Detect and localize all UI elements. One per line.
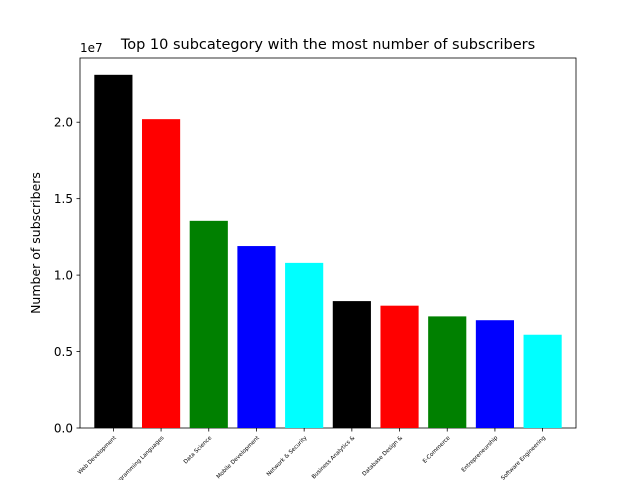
y-tick-label: 2.0 bbox=[54, 116, 73, 130]
x-tick-label: Mobile Development bbox=[216, 435, 262, 480]
y-axis-label: Number of subscribers bbox=[28, 172, 43, 314]
bar-7 bbox=[428, 316, 467, 428]
bar-6 bbox=[380, 305, 419, 428]
plot-area bbox=[79, 57, 577, 429]
x-tick-label: E-Commerce bbox=[422, 435, 452, 465]
y-axis-offset-label: 1e7 bbox=[80, 41, 103, 55]
y-tick-label: 0.5 bbox=[54, 345, 73, 359]
y-tick-label: 1.0 bbox=[54, 268, 73, 282]
x-tick-label: Network & Security bbox=[266, 435, 309, 478]
y-tick-label: 0.0 bbox=[54, 421, 73, 435]
x-tick-label: Web Development bbox=[77, 435, 118, 476]
x-tick-label: Business Analytics & bbox=[311, 435, 357, 480]
x-tick-label: Database Design & bbox=[362, 435, 405, 478]
bar-5 bbox=[332, 301, 371, 428]
bar-9 bbox=[523, 334, 562, 428]
bar-2 bbox=[189, 220, 228, 428]
chart-title: Top 10 subcategory with the most number … bbox=[120, 37, 535, 53]
x-tick-label: Software Engineering bbox=[500, 435, 547, 480]
bar-8 bbox=[475, 320, 514, 428]
bar-1 bbox=[142, 119, 181, 428]
bar-4 bbox=[285, 262, 324, 428]
bar-0 bbox=[94, 74, 133, 429]
x-tick-label: Entrepreneurship bbox=[461, 435, 500, 474]
x-tick-label: Programming Languages bbox=[112, 435, 166, 480]
x-tick-label: Data Science bbox=[183, 435, 214, 466]
bar-3 bbox=[237, 246, 276, 428]
y-tick-label: 1.5 bbox=[54, 192, 73, 206]
